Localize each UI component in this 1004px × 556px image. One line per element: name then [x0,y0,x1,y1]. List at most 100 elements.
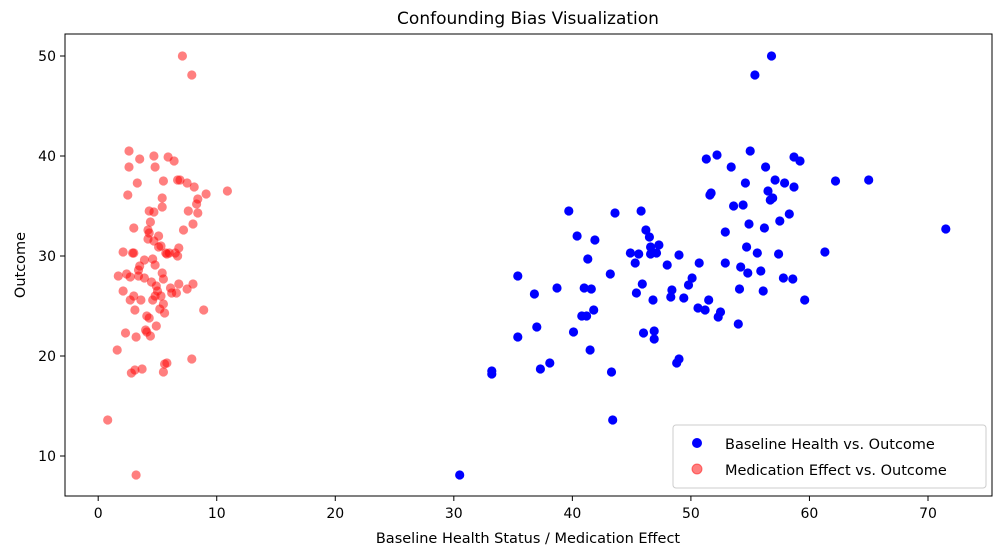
data-point [733,319,743,329]
data-point [720,258,730,268]
y-tick-label: 20 [38,349,56,365]
data-point [830,176,841,186]
data-point [178,225,189,235]
data-point [160,308,170,318]
legend-marker-medication [691,463,703,475]
data-point [774,249,784,259]
data-point [174,279,184,289]
data-point [171,288,181,298]
data-point [158,176,168,186]
data-point [651,248,662,258]
data-point [752,248,762,258]
data-point [784,209,794,219]
data-point [131,470,141,480]
data-point [800,295,810,305]
data-point [149,207,159,217]
data-point [770,175,780,185]
data-point [130,365,140,375]
legend-label-baseline: Baseline Health vs. Outcome [725,437,935,453]
data-point [736,262,746,272]
data-point [132,178,142,188]
data-point [761,162,771,172]
data-point [572,231,582,241]
data-point [780,178,790,188]
data-point [188,279,198,289]
data-point [666,292,676,302]
legend-label-medication: Medication Effect vs. Outcome [725,463,947,479]
data-point [641,225,651,235]
data-point [766,51,777,61]
data-point [137,364,147,374]
data-point [139,255,149,265]
data-point [532,322,542,332]
y-tick-label: 30 [38,249,56,265]
data-point [585,345,595,355]
data-point [636,206,646,216]
data-point [222,186,232,196]
data-point [768,193,778,203]
data-point [151,321,161,331]
data-point [129,248,139,258]
data-point [683,280,694,290]
x-tick-label: 40 [563,506,581,522]
data-point [130,305,140,315]
data-point [694,258,704,268]
data-point [139,273,149,283]
data-point [131,332,141,342]
data-point [144,313,154,323]
x-axis-label: Baseline Health Status / Medication Effe… [376,531,681,547]
data-point [606,367,617,377]
data-point [513,271,523,281]
data-point [674,250,684,260]
data-point [124,162,134,172]
data-point [529,289,540,299]
data-point [157,193,167,203]
x-tick-label: 30 [445,506,463,522]
data-point [183,206,193,216]
data-point [674,354,684,364]
data-point [638,328,649,338]
data-point [113,271,123,281]
data-point [187,70,197,80]
series-baseline-health [455,51,951,480]
data-point [625,248,636,258]
data-point [646,242,656,252]
data-point [187,354,197,364]
data-point [199,305,209,315]
data-point [679,293,689,303]
data-point [715,307,726,317]
data-point [590,235,600,245]
x-tick-label: 70 [919,506,937,522]
data-point [174,243,184,253]
data-point [158,299,168,309]
data-point [156,241,166,251]
legend-marker-baseline [692,438,702,448]
data-point [789,182,799,192]
y-tick-label: 50 [38,49,56,65]
data-point [150,260,160,270]
data-point [589,305,599,315]
data-point [667,285,677,295]
data-point [193,194,203,204]
data-point [535,364,546,374]
data-point [579,283,589,293]
data-point [756,266,766,276]
data-point [712,150,722,160]
data-point [120,328,131,338]
data-point [729,201,739,211]
x-tick-label: 0 [94,506,103,522]
x-tick-label: 20 [326,506,344,522]
data-point [144,228,154,238]
data-point [158,367,168,377]
data-point [158,274,168,284]
data-point [135,154,145,164]
data-point [568,327,579,337]
data-point [649,334,659,344]
data-point [662,260,672,270]
data-point [778,273,789,283]
data-point [156,291,166,301]
data-point [129,223,139,233]
data-point [631,288,642,298]
data-point [634,249,644,259]
